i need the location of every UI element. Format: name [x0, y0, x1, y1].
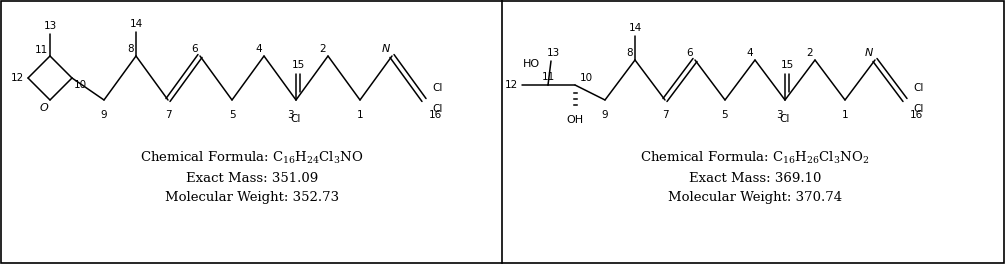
- Text: 10: 10: [580, 73, 593, 83]
- Text: 11: 11: [542, 72, 555, 82]
- Text: 8: 8: [128, 44, 134, 54]
- Text: 14: 14: [628, 23, 641, 33]
- Text: 14: 14: [130, 19, 143, 29]
- Text: HO: HO: [523, 59, 540, 69]
- Text: 3: 3: [777, 110, 783, 120]
- Text: Cl: Cl: [780, 114, 790, 124]
- Text: 4: 4: [747, 48, 753, 58]
- Text: 3: 3: [287, 110, 294, 120]
- Text: Chemical Formula: $\mathregular{C_{16}H_{26}Cl_3NO_2}$: Chemical Formula: $\mathregular{C_{16}H_…: [640, 150, 869, 166]
- Text: Molecular Weight: 352.73: Molecular Weight: 352.73: [165, 191, 339, 205]
- Text: Cl: Cl: [432, 104, 442, 114]
- Text: 10: 10: [74, 80, 87, 90]
- Text: 4: 4: [255, 44, 262, 54]
- Text: Molecular Weight: 370.74: Molecular Weight: 370.74: [668, 191, 842, 205]
- Text: 11: 11: [35, 45, 48, 55]
- Text: 9: 9: [602, 110, 608, 120]
- Text: 13: 13: [43, 21, 56, 31]
- Text: 13: 13: [547, 48, 560, 58]
- Text: Chemical Formula: $\mathregular{C_{16}H_{24}Cl_3NO}$: Chemical Formula: $\mathregular{C_{16}H_…: [141, 150, 364, 166]
- Text: Cl: Cl: [913, 83, 924, 93]
- Text: 6: 6: [686, 48, 693, 58]
- Text: O: O: [39, 103, 48, 113]
- Text: Exact Mass: 369.10: Exact Mass: 369.10: [688, 172, 821, 185]
- Text: Cl: Cl: [432, 83, 442, 93]
- Text: 12: 12: [11, 73, 24, 83]
- Text: 8: 8: [626, 48, 633, 58]
- Text: 1: 1: [357, 110, 364, 120]
- Text: 12: 12: [505, 80, 518, 90]
- Text: 9: 9: [100, 110, 108, 120]
- Text: Cl: Cl: [913, 104, 924, 114]
- Text: Cl: Cl: [290, 114, 302, 124]
- Text: 2: 2: [320, 44, 326, 54]
- Text: 7: 7: [165, 110, 171, 120]
- Text: OH: OH: [567, 115, 584, 125]
- Text: 16: 16: [910, 110, 924, 120]
- Text: 5: 5: [722, 110, 729, 120]
- Text: 5: 5: [229, 110, 235, 120]
- Text: 15: 15: [780, 60, 794, 70]
- Text: 6: 6: [191, 44, 198, 54]
- Text: N: N: [864, 48, 873, 58]
- Text: 16: 16: [429, 110, 442, 120]
- Text: N: N: [382, 44, 390, 54]
- Text: 1: 1: [841, 110, 848, 120]
- Text: 2: 2: [806, 48, 813, 58]
- Text: 15: 15: [291, 60, 305, 70]
- Text: 7: 7: [661, 110, 668, 120]
- Text: Exact Mass: 351.09: Exact Mass: 351.09: [186, 172, 319, 185]
